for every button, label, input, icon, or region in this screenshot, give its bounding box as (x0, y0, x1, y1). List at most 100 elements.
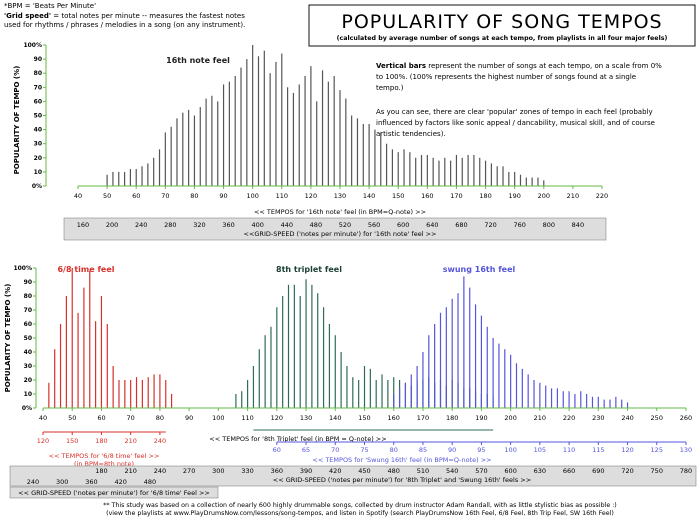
description-para1-line1: Vertical bars represent the number of so… (376, 62, 662, 70)
six-eight-tick-label: 180 (95, 437, 107, 445)
x-tick-label: 160 (421, 192, 433, 200)
footer-line2: (view the playlists at www.PlayDrumsNow.… (106, 510, 614, 517)
combined-grid-speed-box (9, 465, 697, 487)
y-tick-label: 60 (24, 321, 32, 328)
swung-tick-label: 80 (390, 446, 398, 454)
y-tick-label: 30 (24, 363, 32, 370)
swung-tick-label: 115 (592, 446, 604, 454)
grid-speed-definition-line2: used for rhythms / phrases / melodies in… (4, 21, 245, 29)
x-tick-label: 110 (241, 414, 253, 422)
grid-speed-term: 'Grid speed' (4, 12, 51, 20)
six-eight-grid-speed-label-box (9, 486, 219, 499)
six-eight-axis: 120 150 180 210 240 (37, 431, 166, 445)
six-eight-tick-label: 240 (154, 437, 166, 445)
swung-tick-label: 90 (448, 446, 456, 454)
x-tick-label: 40 (74, 192, 82, 200)
x-tick-label: 240 (621, 414, 633, 422)
swung-tick-label: 120 (621, 446, 633, 454)
x-tick-label: 150 (358, 414, 370, 422)
six-eight-grid-speed-tick-label: 420 (114, 478, 126, 486)
x-tick-label: 60 (132, 192, 140, 200)
combined-grid-speed-tick-label: 690 (592, 467, 604, 475)
x-tick-label: 50 (68, 414, 76, 422)
y-tick-label: 0% (22, 405, 32, 412)
grid-speed-tick-label: 280 (164, 221, 176, 229)
y-tick-label: 30 (34, 141, 42, 148)
x-tick-label: 190 (475, 414, 487, 422)
description-para2-line1: As you can see, there are clear 'popular… (376, 108, 653, 116)
description-block: Vertical bars represent the number of so… (376, 62, 662, 138)
combined-grid-speed-tick-label: 510 (417, 467, 429, 475)
grid-speed-tick-label: 200 (106, 221, 118, 229)
x-tick-label: 120 (305, 192, 317, 200)
grid-speed-tick-label: 320 (193, 221, 205, 229)
swung-tick-label: 70 (331, 446, 339, 454)
x-tick-label: 200 (504, 414, 516, 422)
grid-speed-tick-label: 160 (77, 221, 89, 229)
bpm-definition: *BPM = 'Beats Per Minute' (4, 2, 96, 10)
x-tick-label: 210 (534, 414, 546, 422)
combined-grid-speed-tick-label: 210 (124, 467, 136, 475)
y-tick-label: 40 (24, 349, 32, 356)
grid-speed-tick-label: 760 (513, 221, 525, 229)
description-para2-line3: artistic tendencies). (376, 130, 446, 138)
combined-grid-speed-tick-label: 630 (534, 467, 546, 475)
x-tick-label: 170 (417, 414, 429, 422)
y-tick-label: 100% (23, 42, 42, 49)
sixteenth-axes: 0% 10 20 30 40 50 60 70 80 90 100% 40 50 60 70 80 90 100 1… (23, 42, 608, 200)
six-eight-tempo-xlabel-unit: (in BPM=8th note) (74, 460, 134, 468)
y-tick-label: 20 (34, 155, 42, 162)
triplet-feel-label: 8th triplet feel (276, 265, 342, 274)
chart1-ylabel: POPULARITY OF TEMPO (%) (13, 66, 21, 175)
x-tick-label: 50 (103, 192, 111, 200)
combined-grid-speed-tick-label: 720 (621, 467, 633, 475)
combined-grid-speed-tick-label: 750 (651, 467, 663, 475)
x-tick-label: 260 (680, 414, 692, 422)
y-tick-label: 20 (24, 377, 32, 384)
grid-speed-tick-label: 360 (222, 221, 234, 229)
x-tick-label: 230 (592, 414, 604, 422)
swung-tick-label: 75 (360, 446, 368, 454)
x-tick-label: 90 (219, 192, 227, 200)
combined-grid-speed-tick-label: 540 (446, 467, 458, 475)
x-tick-label: 140 (363, 192, 375, 200)
y-tick-label: 100% (13, 265, 32, 272)
x-tick-label: 40 (39, 414, 47, 422)
six-eight-tick-label: 150 (66, 437, 78, 445)
page-subtitle: (calculated by average number of songs a… (337, 35, 668, 42)
y-tick-label: 10 (24, 391, 32, 398)
x-tick-label: 80 (156, 414, 164, 422)
combined-grid-speed-tick-label: 300 (212, 467, 224, 475)
y-tick-label: 10 (34, 169, 42, 176)
x-tick-label: 100 (246, 192, 258, 200)
description-para1-text: represent the number of songs at each te… (426, 62, 662, 70)
swung-tick-label: 85 (419, 446, 427, 454)
swung-tick-label: 100 (504, 446, 516, 454)
sixteenth-bars (106, 45, 545, 186)
x-tick-label: 80 (190, 192, 198, 200)
x-tick-label: 190 (508, 192, 520, 200)
six-eight-tick-label: 120 (37, 437, 49, 445)
swung-tempo-xlabel: << TEMPOS for 'Swung 16th' feel (in BPM=… (312, 456, 491, 464)
x-tick-label: 60 (97, 414, 105, 422)
swung-axis: 60 65 70 75 80 85 90 95 100 105 110 115 120 125 130 (273, 441, 692, 454)
y-tick-label: 90 (24, 279, 32, 286)
six-eight-grid-speed-tick-label: 360 (85, 478, 97, 486)
swung-tick-label: 95 (477, 446, 485, 454)
combined-grid-speed-tick-label: 780 (680, 467, 692, 475)
sixteenth-grid-speed-ticks: 160 200 240 280 320 360 400 440 480 520 560 600 640 6… (77, 221, 584, 229)
grid-speed-tick-label: 440 (281, 221, 293, 229)
x-tick-label: 200 (538, 192, 550, 200)
x-tick-label: 170 (450, 192, 462, 200)
combined-grid-speed-tick-label: 270 (183, 467, 195, 475)
x-tick-label: 220 (563, 414, 575, 422)
vertical-bars-term: Vertical bars (376, 62, 426, 70)
x-tick-label: 130 (300, 414, 312, 422)
swung-tick-label: 110 (563, 446, 575, 454)
swung-tick-label: 105 (534, 446, 546, 454)
six-eight-grid-speed-tick-label: 480 (144, 478, 156, 486)
description-para2-line2: influenced by factors like sonic appeal … (376, 119, 655, 127)
grid-speed-tick-label: 800 (543, 221, 555, 229)
